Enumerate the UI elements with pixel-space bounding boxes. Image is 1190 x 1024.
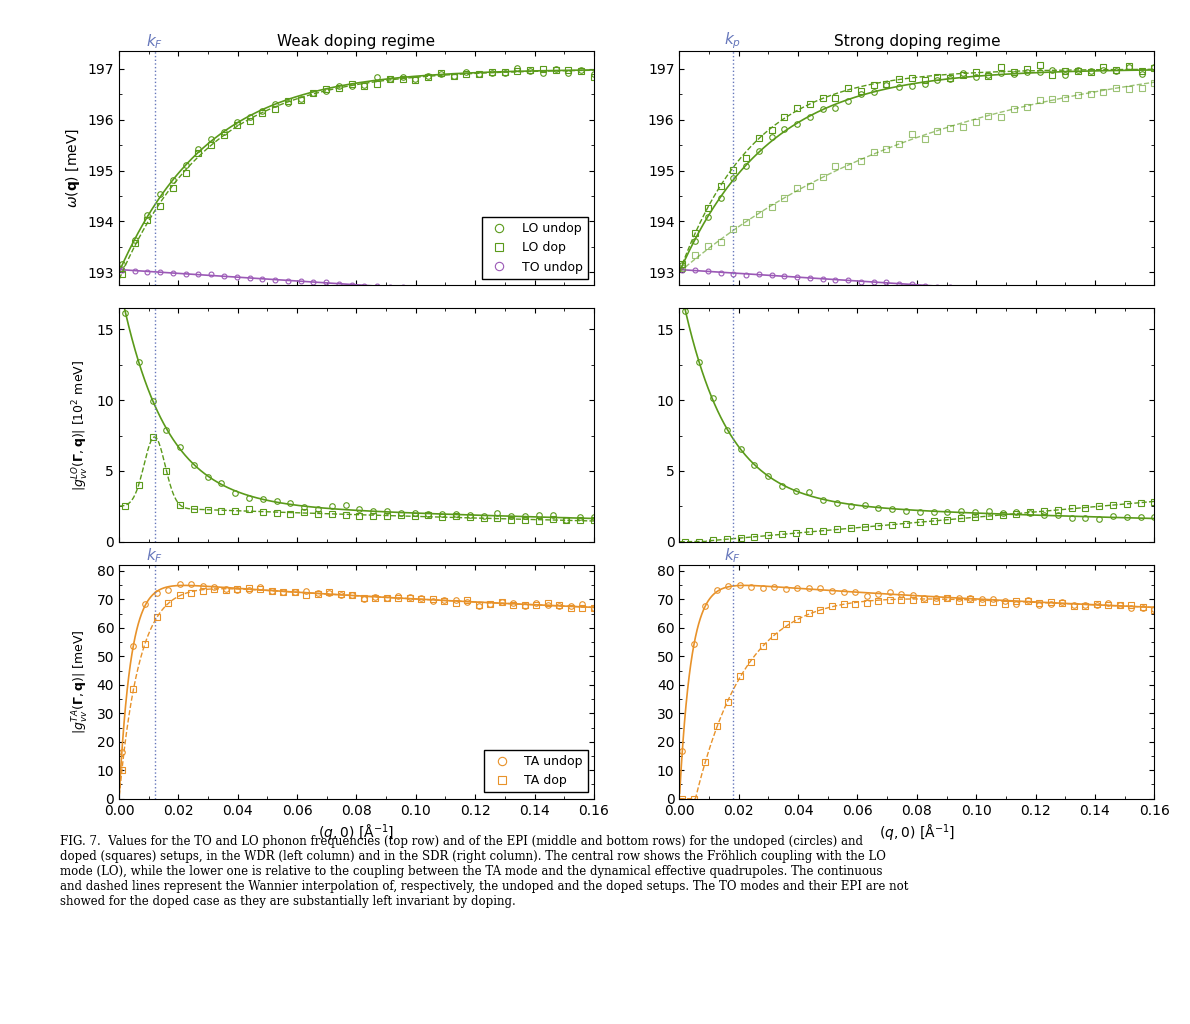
- Text: $k_p$: $k_p$: [725, 31, 741, 51]
- X-axis label: $(q,0)\ [\mathrm{\AA}^{-1}]$: $(q,0)\ [\mathrm{\AA}^{-1}]$: [319, 823, 395, 845]
- Text: $k_F$: $k_F$: [146, 547, 163, 565]
- Legend: LO undop, LO dop, TO undop: LO undop, LO dop, TO undop: [482, 217, 588, 279]
- Text: $k_F$: $k_F$: [146, 33, 163, 51]
- Legend: TA undop, TA dop: TA undop, TA dop: [484, 751, 588, 793]
- Y-axis label: $\omega(\mathbf{q})$ [meV]: $\omega(\mathbf{q})$ [meV]: [64, 128, 82, 208]
- X-axis label: $(q,0)\ [\mathrm{\AA}^{-1}]$: $(q,0)\ [\mathrm{\AA}^{-1}]$: [878, 823, 954, 845]
- Title: Strong doping regime: Strong doping regime: [833, 34, 1000, 49]
- Text: FIG. 7.  Values for the TO and LO phonon frequencies (top row) and of the EPI (m: FIG. 7. Values for the TO and LO phonon …: [60, 835, 908, 907]
- Y-axis label: $|g_{vv}^{LO}(\mathbf{\Gamma},\mathbf{q})|$ [$10^2$ meV]: $|g_{vv}^{LO}(\mathbf{\Gamma},\mathbf{q}…: [71, 359, 90, 490]
- Text: $k_F$: $k_F$: [725, 547, 741, 565]
- Y-axis label: $|g_{vv}^{TA}(\mathbf{\Gamma},\mathbf{q})|$ [meV]: $|g_{vv}^{TA}(\mathbf{\Gamma},\mathbf{q}…: [71, 630, 90, 734]
- Title: Weak doping regime: Weak doping regime: [277, 34, 436, 49]
